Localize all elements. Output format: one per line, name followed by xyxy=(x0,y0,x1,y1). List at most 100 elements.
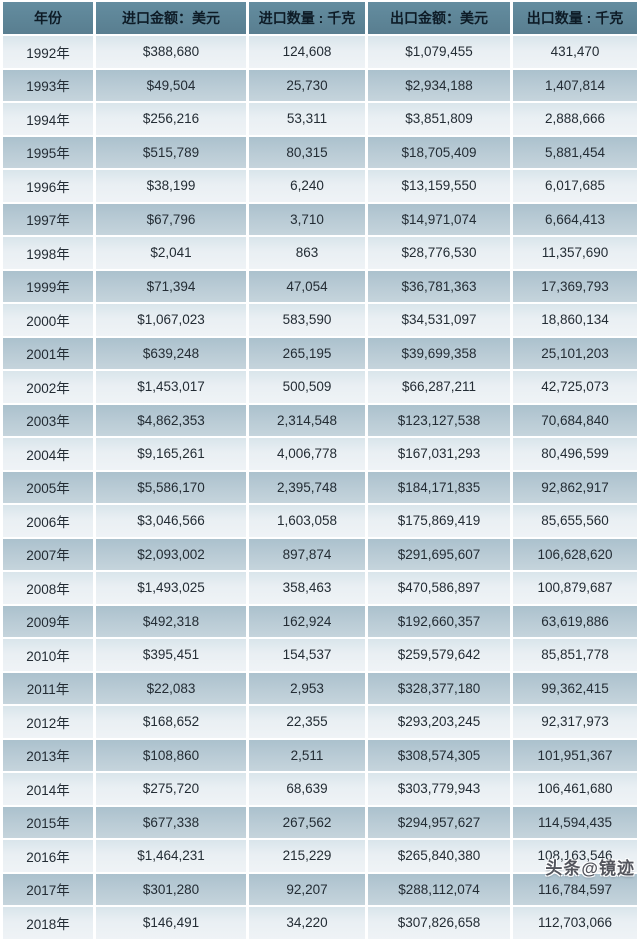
column-header-import-quantity: 进口数量 : 千克 xyxy=(249,2,365,34)
value-cell: $66,287,211 xyxy=(368,371,510,403)
table-row: 1993年 $49,504 25,730 $2,934,188 1,407,814 xyxy=(3,69,637,101)
year-cell: 2016年 xyxy=(3,840,93,872)
value-cell: 500,509 xyxy=(249,371,365,403)
table-row: 2011年 $22,083 2,953 $328,377,180 99,362,415 xyxy=(3,672,637,704)
value-cell: 265,195 xyxy=(249,337,365,369)
value-cell: 18,860,134 xyxy=(513,304,637,336)
value-cell: $291,695,607 xyxy=(368,538,510,570)
table-row: 1992年 $388,680 124,608 $1,079,455 431,470 xyxy=(3,36,637,68)
value-cell: 99,362,415 xyxy=(513,672,637,704)
table-row: 2013年 $108,860 2,511 $308,574,305 101,951,36… xyxy=(3,739,637,771)
value-cell: 108,163,546 xyxy=(513,840,637,872)
year-cell: 1995年 xyxy=(3,136,93,168)
value-cell: $192,660,357 xyxy=(368,605,510,637)
table-row: 2007年 $2,093,002 897,874 $291,695,607 106,62… xyxy=(3,538,637,570)
table-row: 1999年 $71,394 47,054 $36,781,363 17,369,793 xyxy=(3,270,637,302)
value-cell: $18,705,409 xyxy=(368,136,510,168)
value-cell: $4,862,353 xyxy=(96,404,246,436)
year-cell: 1998年 xyxy=(3,237,93,269)
table-row: 2006年 $3,046,566 1,603,058 $175,869,419 85,6… xyxy=(3,505,637,537)
header-row: 年份 进口金额：美元 进口数量 : 千克 出口金额：美元 出口数量 : 千克 xyxy=(3,2,637,34)
table-row: 2001年 $639,248 265,195 $39,699,358 25,101,20… xyxy=(3,337,637,369)
column-header-import-value: 进口金额：美元 xyxy=(96,2,246,34)
value-cell: 6,240 xyxy=(249,170,365,202)
column-header-year: 年份 xyxy=(3,2,93,34)
year-cell: 1994年 xyxy=(3,103,93,135)
table-row: 2012年 $168,652 22,355 $293,203,245 92,317,97… xyxy=(3,706,637,738)
value-cell: 5,881,454 xyxy=(513,136,637,168)
value-cell: $9,165,261 xyxy=(96,438,246,470)
value-cell: $2,041 xyxy=(96,237,246,269)
value-cell: $293,203,245 xyxy=(368,706,510,738)
value-cell: 124,608 xyxy=(249,36,365,68)
value-cell: 92,862,917 xyxy=(513,471,637,503)
year-cell: 2001年 xyxy=(3,337,93,369)
value-cell: 63,619,886 xyxy=(513,605,637,637)
value-cell: $36,781,363 xyxy=(368,270,510,302)
value-cell: $294,957,627 xyxy=(368,806,510,838)
value-cell: $108,860 xyxy=(96,739,246,771)
year-cell: 1993年 xyxy=(3,69,93,101)
column-header-export-quantity: 出口数量 : 千克 xyxy=(513,2,637,34)
table-row: 2010年 $395,451 154,537 $259,579,642 85,851,7… xyxy=(3,639,637,671)
year-cell: 1992年 xyxy=(3,36,93,68)
value-cell: 162,924 xyxy=(249,605,365,637)
year-cell: 2000年 xyxy=(3,304,93,336)
year-cell: 2018年 xyxy=(3,907,93,939)
year-cell: 2009年 xyxy=(3,605,93,637)
year-cell: 1999年 xyxy=(3,270,93,302)
value-cell: 17,369,793 xyxy=(513,270,637,302)
value-cell: 106,628,620 xyxy=(513,538,637,570)
value-cell: $288,112,074 xyxy=(368,873,510,905)
value-cell: $123,127,538 xyxy=(368,404,510,436)
table-row: 2018年 $146,491 34,220 $307,826,658 112,703,0… xyxy=(3,907,637,939)
table-header: 年份 进口金额：美元 进口数量 : 千克 出口金额：美元 出口数量 : 千克 xyxy=(3,2,637,34)
value-cell: $470,586,897 xyxy=(368,572,510,604)
value-cell: 68,639 xyxy=(249,773,365,805)
value-cell: $146,491 xyxy=(96,907,246,939)
year-cell: 2006年 xyxy=(3,505,93,537)
table-row: 2016年 $1,464,231 215,229 $265,840,380 108,16… xyxy=(3,840,637,872)
value-cell: 1,407,814 xyxy=(513,69,637,101)
value-cell: $308,574,305 xyxy=(368,739,510,771)
value-cell: $175,869,419 xyxy=(368,505,510,537)
table-body: 1992年 $388,680 124,608 $1,079,455 431,470 199… xyxy=(3,36,637,939)
year-cell: 2002年 xyxy=(3,371,93,403)
value-cell: $1,079,455 xyxy=(368,36,510,68)
value-cell: $39,699,358 xyxy=(368,337,510,369)
table-row: 2005年 $5,586,170 2,395,748 $184,171,835 92,8… xyxy=(3,471,637,503)
value-cell: $677,338 xyxy=(96,806,246,838)
value-cell: 6,664,413 xyxy=(513,203,637,235)
value-cell: $639,248 xyxy=(96,337,246,369)
value-cell: $184,171,835 xyxy=(368,471,510,503)
value-cell: $1,067,023 xyxy=(96,304,246,336)
value-cell: $256,216 xyxy=(96,103,246,135)
value-cell: $38,199 xyxy=(96,170,246,202)
table-row: 2014年 $275,720 68,639 $303,779,943 106,461,6… xyxy=(3,773,637,805)
value-cell: 80,496,599 xyxy=(513,438,637,470)
value-cell: 92,317,973 xyxy=(513,706,637,738)
value-cell: $71,394 xyxy=(96,270,246,302)
year-cell: 2005年 xyxy=(3,471,93,503)
value-cell: 70,684,840 xyxy=(513,404,637,436)
value-cell: $5,586,170 xyxy=(96,471,246,503)
value-cell: 3,710 xyxy=(249,203,365,235)
value-cell: 101,951,367 xyxy=(513,739,637,771)
value-cell: $492,318 xyxy=(96,605,246,637)
value-cell: $395,451 xyxy=(96,639,246,671)
table-row: 1995年 $515,789 80,315 $18,705,409 5,881,454 xyxy=(3,136,637,168)
value-cell: 2,953 xyxy=(249,672,365,704)
value-cell: 1,603,058 xyxy=(249,505,365,537)
year-cell: 2015年 xyxy=(3,806,93,838)
value-cell: $2,934,188 xyxy=(368,69,510,101)
value-cell: $328,377,180 xyxy=(368,672,510,704)
value-cell: 85,851,778 xyxy=(513,639,637,671)
value-cell: 116,784,597 xyxy=(513,873,637,905)
table-row: 1994年 $256,216 53,311 $3,851,809 2,888,666 xyxy=(3,103,637,135)
value-cell: 25,730 xyxy=(249,69,365,101)
value-cell: $303,779,943 xyxy=(368,773,510,805)
value-cell: $22,083 xyxy=(96,672,246,704)
value-cell: 25,101,203 xyxy=(513,337,637,369)
value-cell: $301,280 xyxy=(96,873,246,905)
